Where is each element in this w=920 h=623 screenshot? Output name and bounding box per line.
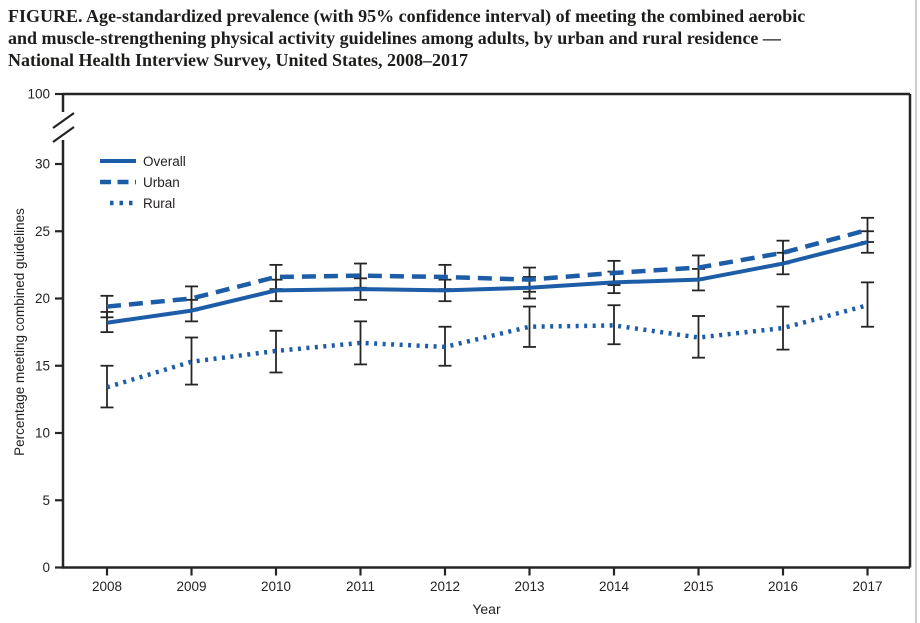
overall-line [106,240,868,325]
y-tick-label: 30 [35,157,50,172]
x-tick-label: 2017 [852,579,882,594]
y-tick-label-top: 100 [27,87,50,102]
x-tick-label: 2011 [346,579,375,594]
x-axis-title: Year [472,601,501,617]
x-tick-label: 2015 [683,579,713,594]
rural-line [106,303,869,390]
y-tick-label: 5 [42,493,50,508]
page-right-border [915,0,917,623]
figure-title-line-1: FIGURE. Age-standardized prevalence (wit… [8,6,806,26]
figure-title-line-3: National Health Interview Survey, United… [8,50,468,70]
y-tick-label: 15 [35,358,50,373]
y-tick-label: 10 [35,426,50,441]
x-tick-label: 2008 [92,579,122,594]
x-tick-label: 2012 [430,579,460,594]
legend-label-overall: Overall [143,154,186,169]
legend-label-rural: Rural [143,196,175,211]
urban-line [106,227,869,309]
y-tick-label: 25 [35,224,50,239]
x-tick-label: 2013 [514,579,544,594]
x-tick-label: 2009 [176,579,206,594]
figure-title-line-2: and muscle-strengthening physical activi… [8,28,781,48]
y-tick-label: 20 [35,291,50,306]
x-tick-label: 2010 [261,579,291,594]
y-axis-title: Percentage meeting combined guidelines [12,208,27,456]
axis-break-slash-lower [52,126,75,143]
x-tick-label: 2014 [599,579,630,594]
legend-label-urban: Urban [143,175,180,190]
x-tick-label: 2016 [768,579,798,594]
y-tick-label: 0 [42,560,50,575]
figure-title: FIGURE. Age-standardized prevalence (wit… [8,5,906,71]
axis-break-slash-upper [52,112,75,129]
